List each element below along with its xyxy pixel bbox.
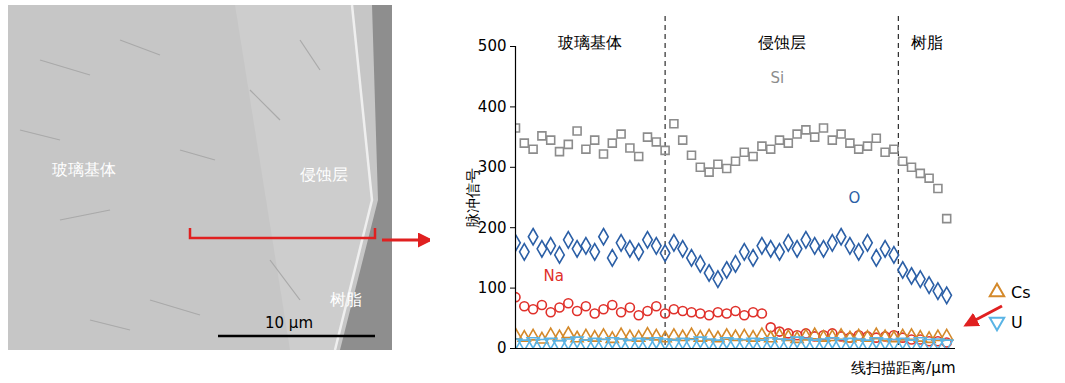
svg-text:100: 100 bbox=[478, 279, 507, 297]
svg-text:树脂: 树脂 bbox=[330, 290, 362, 309]
svg-text:Cs: Cs bbox=[1011, 283, 1031, 302]
svg-text:侵蚀层: 侵蚀层 bbox=[300, 165, 348, 184]
svg-text:400: 400 bbox=[478, 98, 507, 116]
svg-text:0: 0 bbox=[497, 339, 507, 357]
svg-text:脉冲信号: 脉冲信号 bbox=[464, 168, 482, 228]
svg-text:玻璃基体: 玻璃基体 bbox=[52, 160, 116, 179]
svg-text:Na: Na bbox=[544, 267, 564, 285]
svg-text:Si: Si bbox=[771, 69, 785, 87]
svg-text:线扫描距离/μm: 线扫描距离/μm bbox=[851, 359, 955, 377]
svg-text:树脂: 树脂 bbox=[911, 33, 943, 52]
svg-text:U: U bbox=[1011, 313, 1023, 332]
svg-text:10 μm: 10 μm bbox=[265, 314, 313, 332]
svg-text:玻璃基体: 玻璃基体 bbox=[558, 33, 622, 52]
svg-text:O: O bbox=[849, 189, 861, 207]
svg-text:侵蚀层: 侵蚀层 bbox=[758, 33, 806, 52]
svg-text:200: 200 bbox=[477, 218, 507, 237]
svg-text:500: 500 bbox=[478, 37, 507, 55]
svg-text:300: 300 bbox=[477, 158, 507, 177]
